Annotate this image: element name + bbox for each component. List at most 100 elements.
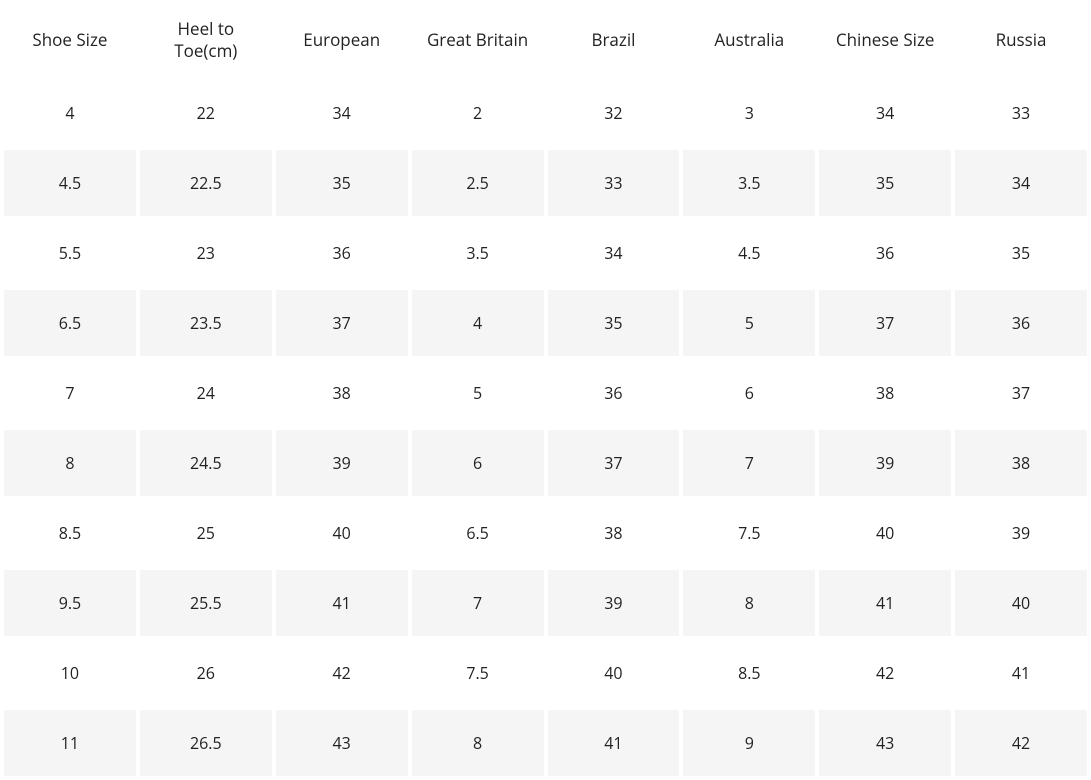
header-row: Shoe Size Heel to Toe(cm) European Great… — [4, 4, 1087, 76]
table-row: 1126.54384194342 — [4, 710, 1087, 776]
table-cell: 22 — [140, 80, 272, 146]
table-cell: 38 — [276, 360, 408, 426]
table-cell: 8 — [4, 430, 136, 496]
table-cell: 3.5 — [412, 220, 544, 286]
table-cell: 7.5 — [683, 500, 815, 566]
table-cell: 34 — [955, 150, 1087, 216]
table-cell: 4 — [412, 290, 544, 356]
table-cell: 37 — [548, 430, 680, 496]
col-header-brazil: Brazil — [548, 4, 680, 76]
table-row: 6.523.53743553736 — [4, 290, 1087, 356]
table-row: 4.522.5352.5333.53534 — [4, 150, 1087, 216]
table-cell: 36 — [276, 220, 408, 286]
table-cell: 8.5 — [4, 500, 136, 566]
table-cell: 5.5 — [4, 220, 136, 286]
size-conversion-table: Shoe Size Heel to Toe(cm) European Great… — [0, 0, 1091, 780]
table-cell: 10 — [4, 640, 136, 706]
table-cell: 41 — [548, 710, 680, 776]
table-cell: 34 — [276, 80, 408, 146]
table-body: 42234232334334.522.5352.5333.535345.5233… — [4, 80, 1087, 776]
table-cell: 4.5 — [4, 150, 136, 216]
table-cell: 6.5 — [4, 290, 136, 356]
table-cell: 34 — [819, 80, 951, 146]
table-cell: 42 — [819, 640, 951, 706]
table-cell: 6 — [683, 360, 815, 426]
table-row: 7243853663837 — [4, 360, 1087, 426]
table-cell: 37 — [276, 290, 408, 356]
table-cell: 23.5 — [140, 290, 272, 356]
table-cell: 2 — [412, 80, 544, 146]
col-header-shoe-size: Shoe Size — [4, 4, 136, 76]
table-row: 824.53963773938 — [4, 430, 1087, 496]
col-header-heel-to-toe: Heel to Toe(cm) — [140, 4, 272, 76]
table-cell: 24 — [140, 360, 272, 426]
col-header-australia: Australia — [683, 4, 815, 76]
table-cell: 2.5 — [412, 150, 544, 216]
table-cell: 7 — [4, 360, 136, 426]
table-cell: 40 — [819, 500, 951, 566]
table-row: 1026427.5408.54241 — [4, 640, 1087, 706]
table-row: 4223423233433 — [4, 80, 1087, 146]
table-cell: 39 — [819, 430, 951, 496]
col-header-russia: Russia — [955, 4, 1087, 76]
table-cell: 26 — [140, 640, 272, 706]
table-cell: 35 — [548, 290, 680, 356]
table-header: Shoe Size Heel to Toe(cm) European Great… — [4, 4, 1087, 76]
table-cell: 24.5 — [140, 430, 272, 496]
table-cell: 40 — [548, 640, 680, 706]
table-cell: 38 — [819, 360, 951, 426]
table-cell: 3 — [683, 80, 815, 146]
table-cell: 42 — [955, 710, 1087, 776]
table-cell: 23 — [140, 220, 272, 286]
table-cell: 4 — [4, 80, 136, 146]
table-cell: 9.5 — [4, 570, 136, 636]
table-cell: 41 — [955, 640, 1087, 706]
table-cell: 6.5 — [412, 500, 544, 566]
table-cell: 26.5 — [140, 710, 272, 776]
table-cell: 8 — [683, 570, 815, 636]
table-cell: 35 — [955, 220, 1087, 286]
table-row: 8.525406.5387.54039 — [4, 500, 1087, 566]
table-cell: 36 — [819, 220, 951, 286]
col-header-great-britain: Great Britain — [412, 4, 544, 76]
table-cell: 8 — [412, 710, 544, 776]
table-cell: 11 — [4, 710, 136, 776]
table-cell: 42 — [276, 640, 408, 706]
table-row: 5.523363.5344.53635 — [4, 220, 1087, 286]
table-cell: 34 — [548, 220, 680, 286]
table-cell: 7 — [683, 430, 815, 496]
table-cell: 37 — [819, 290, 951, 356]
table-cell: 36 — [548, 360, 680, 426]
table-cell: 36 — [955, 290, 1087, 356]
col-header-chinese-size: Chinese Size — [819, 4, 951, 76]
table-cell: 37 — [955, 360, 1087, 426]
table-cell: 41 — [819, 570, 951, 636]
table-cell: 3.5 — [683, 150, 815, 216]
table-cell: 40 — [955, 570, 1087, 636]
table-cell: 7 — [412, 570, 544, 636]
table-cell: 7.5 — [412, 640, 544, 706]
col-header-european: European — [276, 4, 408, 76]
table-cell: 43 — [276, 710, 408, 776]
table-cell: 25.5 — [140, 570, 272, 636]
table-cell: 39 — [276, 430, 408, 496]
table-cell: 43 — [819, 710, 951, 776]
table-cell: 35 — [276, 150, 408, 216]
table-cell: 39 — [548, 570, 680, 636]
table-cell: 6 — [412, 430, 544, 496]
table-cell: 5 — [683, 290, 815, 356]
table-cell: 5 — [412, 360, 544, 426]
table-cell: 8.5 — [683, 640, 815, 706]
table-cell: 22.5 — [140, 150, 272, 216]
table-cell: 41 — [276, 570, 408, 636]
table-cell: 35 — [819, 150, 951, 216]
table-cell: 38 — [548, 500, 680, 566]
table-cell: 32 — [548, 80, 680, 146]
table-cell: 25 — [140, 500, 272, 566]
table-cell: 4.5 — [683, 220, 815, 286]
table-cell: 9 — [683, 710, 815, 776]
table-cell: 40 — [276, 500, 408, 566]
table-cell: 33 — [955, 80, 1087, 146]
table-cell: 38 — [955, 430, 1087, 496]
table-cell: 33 — [548, 150, 680, 216]
